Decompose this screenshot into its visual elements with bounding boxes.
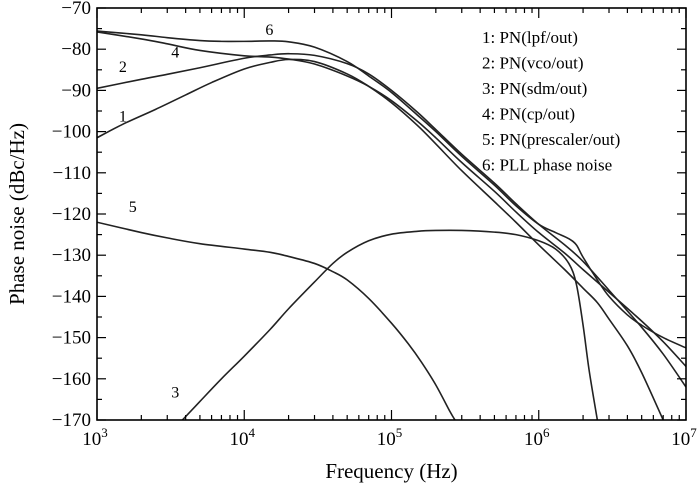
legend-entry: 1: PN(lpf/out) — [482, 28, 578, 47]
x-tick-label: 106 — [524, 425, 550, 450]
curve-label-6: 6 — [265, 22, 273, 39]
curve-label-1: 1 — [119, 108, 127, 125]
legend: 1: PN(lpf/out) 2: PN(vco/out) 3: PN(sdm/ou… — [482, 28, 620, 175]
y-tick-label: −70 — [61, 0, 91, 19]
legend-entry: 3: PN(sdm/out) — [482, 79, 587, 98]
x-tick-label: 107 — [671, 425, 697, 450]
curve-label-5: 5 — [129, 199, 137, 216]
y-tick-label: −160 — [52, 369, 91, 390]
y-tick-label: −130 — [52, 245, 91, 266]
series-line-4 — [97, 31, 686, 367]
legend-entry: 4: PN(cp/out) — [482, 105, 575, 124]
legend-entry: 5: PN(prescaler/out) — [482, 130, 620, 149]
y-tick-label: −90 — [61, 80, 91, 101]
series-line-6 — [97, 30, 686, 349]
legend-entry: 6: PLL phase noise — [482, 156, 612, 175]
curve-label-3: 3 — [171, 384, 179, 401]
y-tick-label: −120 — [52, 204, 91, 225]
series-line-5 — [97, 221, 456, 420]
plot-frame — [96, 7, 687, 421]
y-tick-label: −100 — [52, 122, 91, 143]
y-tick-label: −80 — [61, 39, 91, 60]
series-layer — [97, 30, 686, 420]
series-line-1 — [97, 58, 664, 420]
x-tick-label: 104 — [230, 425, 256, 450]
y-tick-label: −110 — [52, 163, 91, 184]
x-tick-label: 103 — [82, 425, 108, 450]
x-tick-label: 105 — [377, 425, 403, 450]
y-tick-label: −170 — [52, 410, 91, 431]
curve-label-4: 4 — [171, 44, 179, 61]
ticks-layer: −70 −80 −90 −100 −110 −120 −130 −140 −150 −160 −17… — [52, 0, 697, 450]
y-tick-label: −150 — [52, 328, 91, 349]
series-line-3 — [181, 229, 599, 420]
y-tick-label: −140 — [52, 286, 91, 307]
curve-label-layer: 6 4 2 1 5 3 — [119, 22, 273, 402]
x-axis-label: Frequency (Hz) — [325, 459, 457, 483]
curve-label-2: 2 — [119, 59, 127, 76]
y-axis-label: Phase noise (dBc/Hz) — [5, 123, 29, 305]
legend-entry: 2: PN(vco/out) — [482, 54, 584, 73]
